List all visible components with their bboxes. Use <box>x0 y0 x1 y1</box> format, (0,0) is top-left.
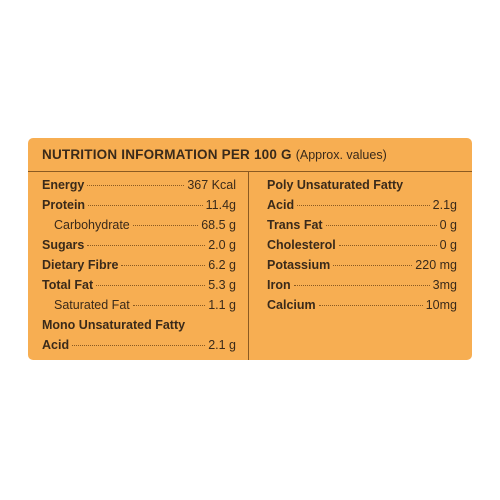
dot-leader <box>121 265 206 266</box>
nutrition-title: NUTRITION INFORMATION PER 100 G <box>42 147 292 162</box>
row-mono-acid: Acid 2.1 g <box>42 338 236 358</box>
saturated-fat-value: 1.1 g <box>208 298 236 312</box>
nutrition-header: NUTRITION INFORMATION PER 100 G (Approx.… <box>28 138 472 172</box>
row-poly-heading: Poly Unsaturated Fatty <box>267 178 457 198</box>
sugars-value: 2.0 g <box>208 238 236 252</box>
mono-acid-value: 2.1 g <box>208 338 236 352</box>
dot-leader <box>87 185 185 186</box>
energy-value: 367 Kcal <box>187 178 236 192</box>
row-calcium: Calcium 10mg <box>267 298 457 318</box>
trans-fat-value: 0 g <box>439 218 457 232</box>
carbohydrate-value: 68.5 g <box>201 218 236 232</box>
nutrition-subtitle: (Approx. values) <box>295 147 387 162</box>
calcium-label: Calcium <box>267 298 316 312</box>
dot-leader <box>87 245 206 246</box>
row-cholesterol: Cholesterol 0 g <box>267 238 457 258</box>
row-saturated-fat: Saturated Fat 1.1 g <box>42 298 236 318</box>
carbohydrate-label: Carbohydrate <box>54 218 130 232</box>
dot-leader <box>338 245 437 246</box>
dietary-fibre-label: Dietary Fibre <box>42 258 119 272</box>
dot-leader <box>333 265 413 266</box>
row-dietary-fibre: Dietary Fibre 6.2 g <box>42 258 236 278</box>
iron-label: Iron <box>267 278 291 292</box>
row-sugars: Sugars 2.0 g <box>42 238 236 258</box>
row-carbohydrate: Carbohydrate 68.5 g <box>42 218 236 238</box>
energy-label: Energy <box>42 178 85 192</box>
cholesterol-value: 0 g <box>439 238 457 252</box>
row-poly-acid: Acid 2.1g <box>267 198 457 218</box>
poly-acid-label: Acid <box>267 198 295 212</box>
total-fat-value: 5.3 g <box>208 278 236 292</box>
sugars-label: Sugars <box>42 238 85 252</box>
saturated-fat-label: Saturated Fat <box>54 298 130 312</box>
dot-leader <box>132 225 199 226</box>
nutrition-panel: NUTRITION INFORMATION PER 100 G (Approx.… <box>28 138 472 360</box>
left-column: Energy 367 Kcal Protein 11.4g Carbohydra… <box>28 172 249 360</box>
protein-label: Protein <box>42 198 86 212</box>
dot-leader <box>293 285 430 286</box>
poly-unsaturated-heading: Poly Unsaturated Fatty <box>267 178 404 192</box>
dot-leader <box>88 205 203 206</box>
total-fat-label: Total Fat <box>42 278 94 292</box>
mono-unsaturated-heading: Mono Unsaturated Fatty <box>42 318 186 332</box>
dot-leader <box>318 305 423 306</box>
row-trans-fat: Trans Fat 0 g <box>267 218 457 238</box>
row-energy: Energy 367 Kcal <box>42 178 236 198</box>
dot-leader <box>325 225 437 226</box>
mono-acid-label: Acid <box>42 338 70 352</box>
dietary-fibre-value: 6.2 g <box>208 258 236 272</box>
trans-fat-label: Trans Fat <box>267 218 323 232</box>
protein-value: 11.4g <box>205 198 236 212</box>
dot-leader <box>132 305 206 306</box>
poly-acid-value: 2.1g <box>432 198 457 212</box>
right-column: Poly Unsaturated Fatty Acid 2.1g Trans F… <box>249 172 472 360</box>
row-iron: Iron 3mg <box>267 278 457 298</box>
row-potassium: Potassium 220 mg <box>267 258 457 278</box>
row-protein: Protein 11.4g <box>42 198 236 218</box>
potassium-label: Potassium <box>267 258 331 272</box>
potassium-value: 220 mg <box>415 258 457 272</box>
dot-leader <box>72 345 206 346</box>
dot-leader <box>96 285 206 286</box>
calcium-value: 10mg <box>425 298 457 312</box>
row-mono-heading: Mono Unsaturated Fatty <box>42 318 236 338</box>
row-total-fat: Total Fat 5.3 g <box>42 278 236 298</box>
cholesterol-label: Cholesterol <box>267 238 336 252</box>
dot-leader <box>297 205 430 206</box>
iron-value: 3mg <box>432 278 457 292</box>
